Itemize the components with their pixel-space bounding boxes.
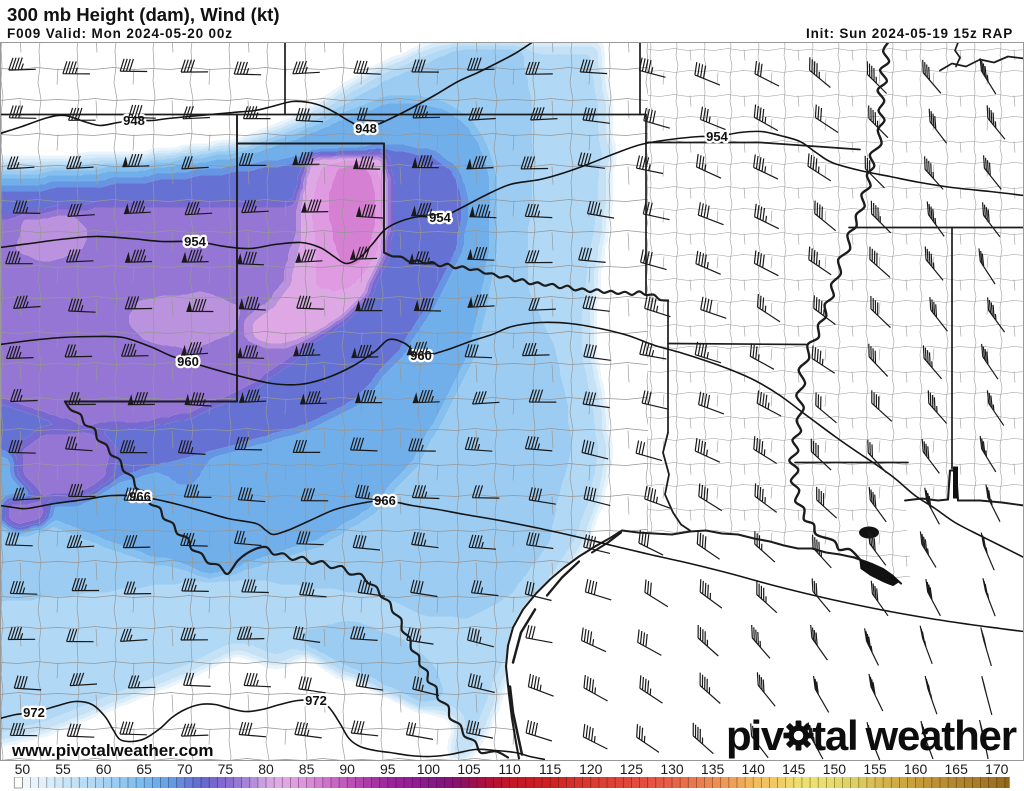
svg-text:948: 948 <box>123 113 145 128</box>
svg-text:954: 954 <box>706 129 728 144</box>
svg-text:966: 966 <box>129 489 151 504</box>
svg-text:954: 954 <box>429 210 451 225</box>
svg-text:948: 948 <box>355 121 377 136</box>
svg-text:954: 954 <box>184 234 206 249</box>
svg-text:972: 972 <box>305 693 327 708</box>
svg-text:972: 972 <box>23 705 45 720</box>
svg-text:966: 966 <box>374 493 396 508</box>
svg-text:960: 960 <box>177 354 199 369</box>
